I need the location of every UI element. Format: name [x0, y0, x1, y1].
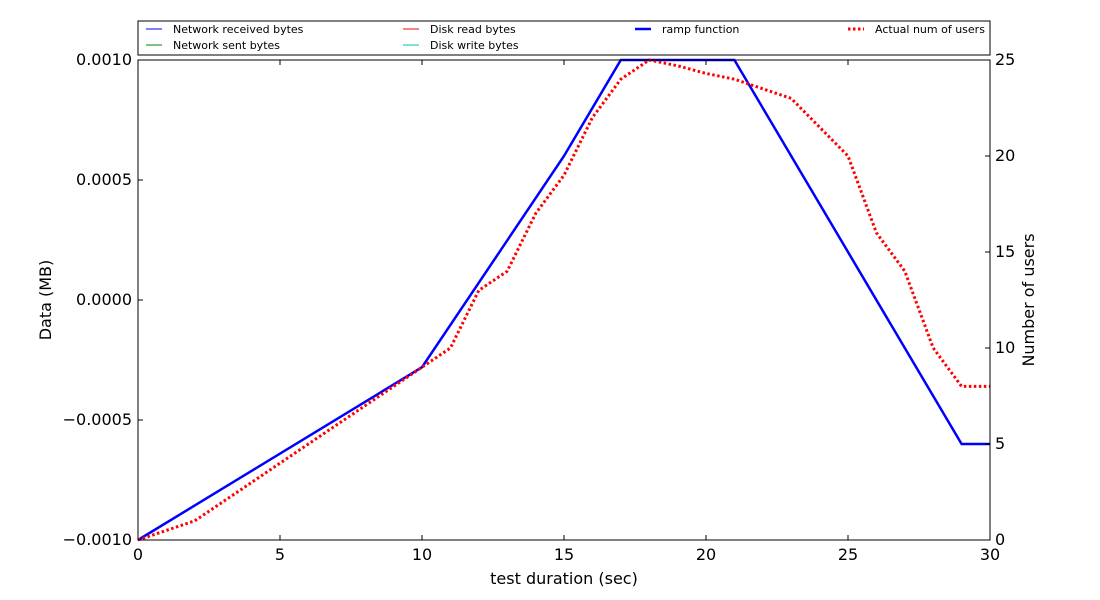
x-tick-label: 0 — [133, 545, 143, 564]
legend-label: Disk read bytes — [430, 23, 516, 36]
x-tick-label: 25 — [838, 545, 858, 564]
y-left-tick-label: 0.0000 — [76, 290, 132, 309]
x-axis-label: test duration (sec) — [490, 569, 638, 588]
y-left-tick-label: −0.0010 — [63, 530, 132, 549]
y-axis-label-left: Data (MB) — [36, 260, 55, 341]
legend-label: Actual num of users — [875, 23, 985, 36]
x-tick-label: 10 — [412, 545, 432, 564]
series-line-actual-num-of-users — [137, 58, 990, 542]
legend-label: Network sent bytes — [173, 39, 280, 52]
plot-frame — [137, 59, 991, 541]
y-left-tick-label: 0.0005 — [76, 170, 132, 189]
y-right-tick-label: 0 — [995, 530, 1005, 549]
x-tick-label: 20 — [696, 545, 716, 564]
x-tick-label: 30 — [980, 545, 1000, 564]
legend-label: ramp function — [662, 23, 739, 36]
x-tick-label: 15 — [554, 545, 574, 564]
legend: Network received bytes Network sent bytes… — [137, 20, 991, 56]
series-line-ramp-function — [137, 58, 990, 542]
y-right-tick-label: 25 — [995, 50, 1015, 69]
y-axis-label-right: Number of users — [1019, 233, 1038, 366]
legend-label: Network received bytes — [173, 23, 304, 36]
legend-box — [137, 20, 991, 56]
axes: 0 5 10 15 20 25 30 −0.0010 −0.0005 0.0000 0.0005 0.… — [63, 50, 1016, 564]
y-left-tick-label: 0.0010 — [76, 50, 132, 69]
y-right-tick-label: 10 — [995, 338, 1015, 357]
series-layer — [137, 58, 990, 542]
y-right-tick-label: 20 — [995, 146, 1015, 165]
x-tick-label: 5 — [275, 545, 285, 564]
y-right-tick-label: 5 — [995, 434, 1005, 453]
y-left-tick-label: −0.0005 — [63, 410, 132, 429]
legend-label: Disk write bytes — [430, 39, 519, 52]
y-right-tick-label: 15 — [995, 242, 1015, 261]
